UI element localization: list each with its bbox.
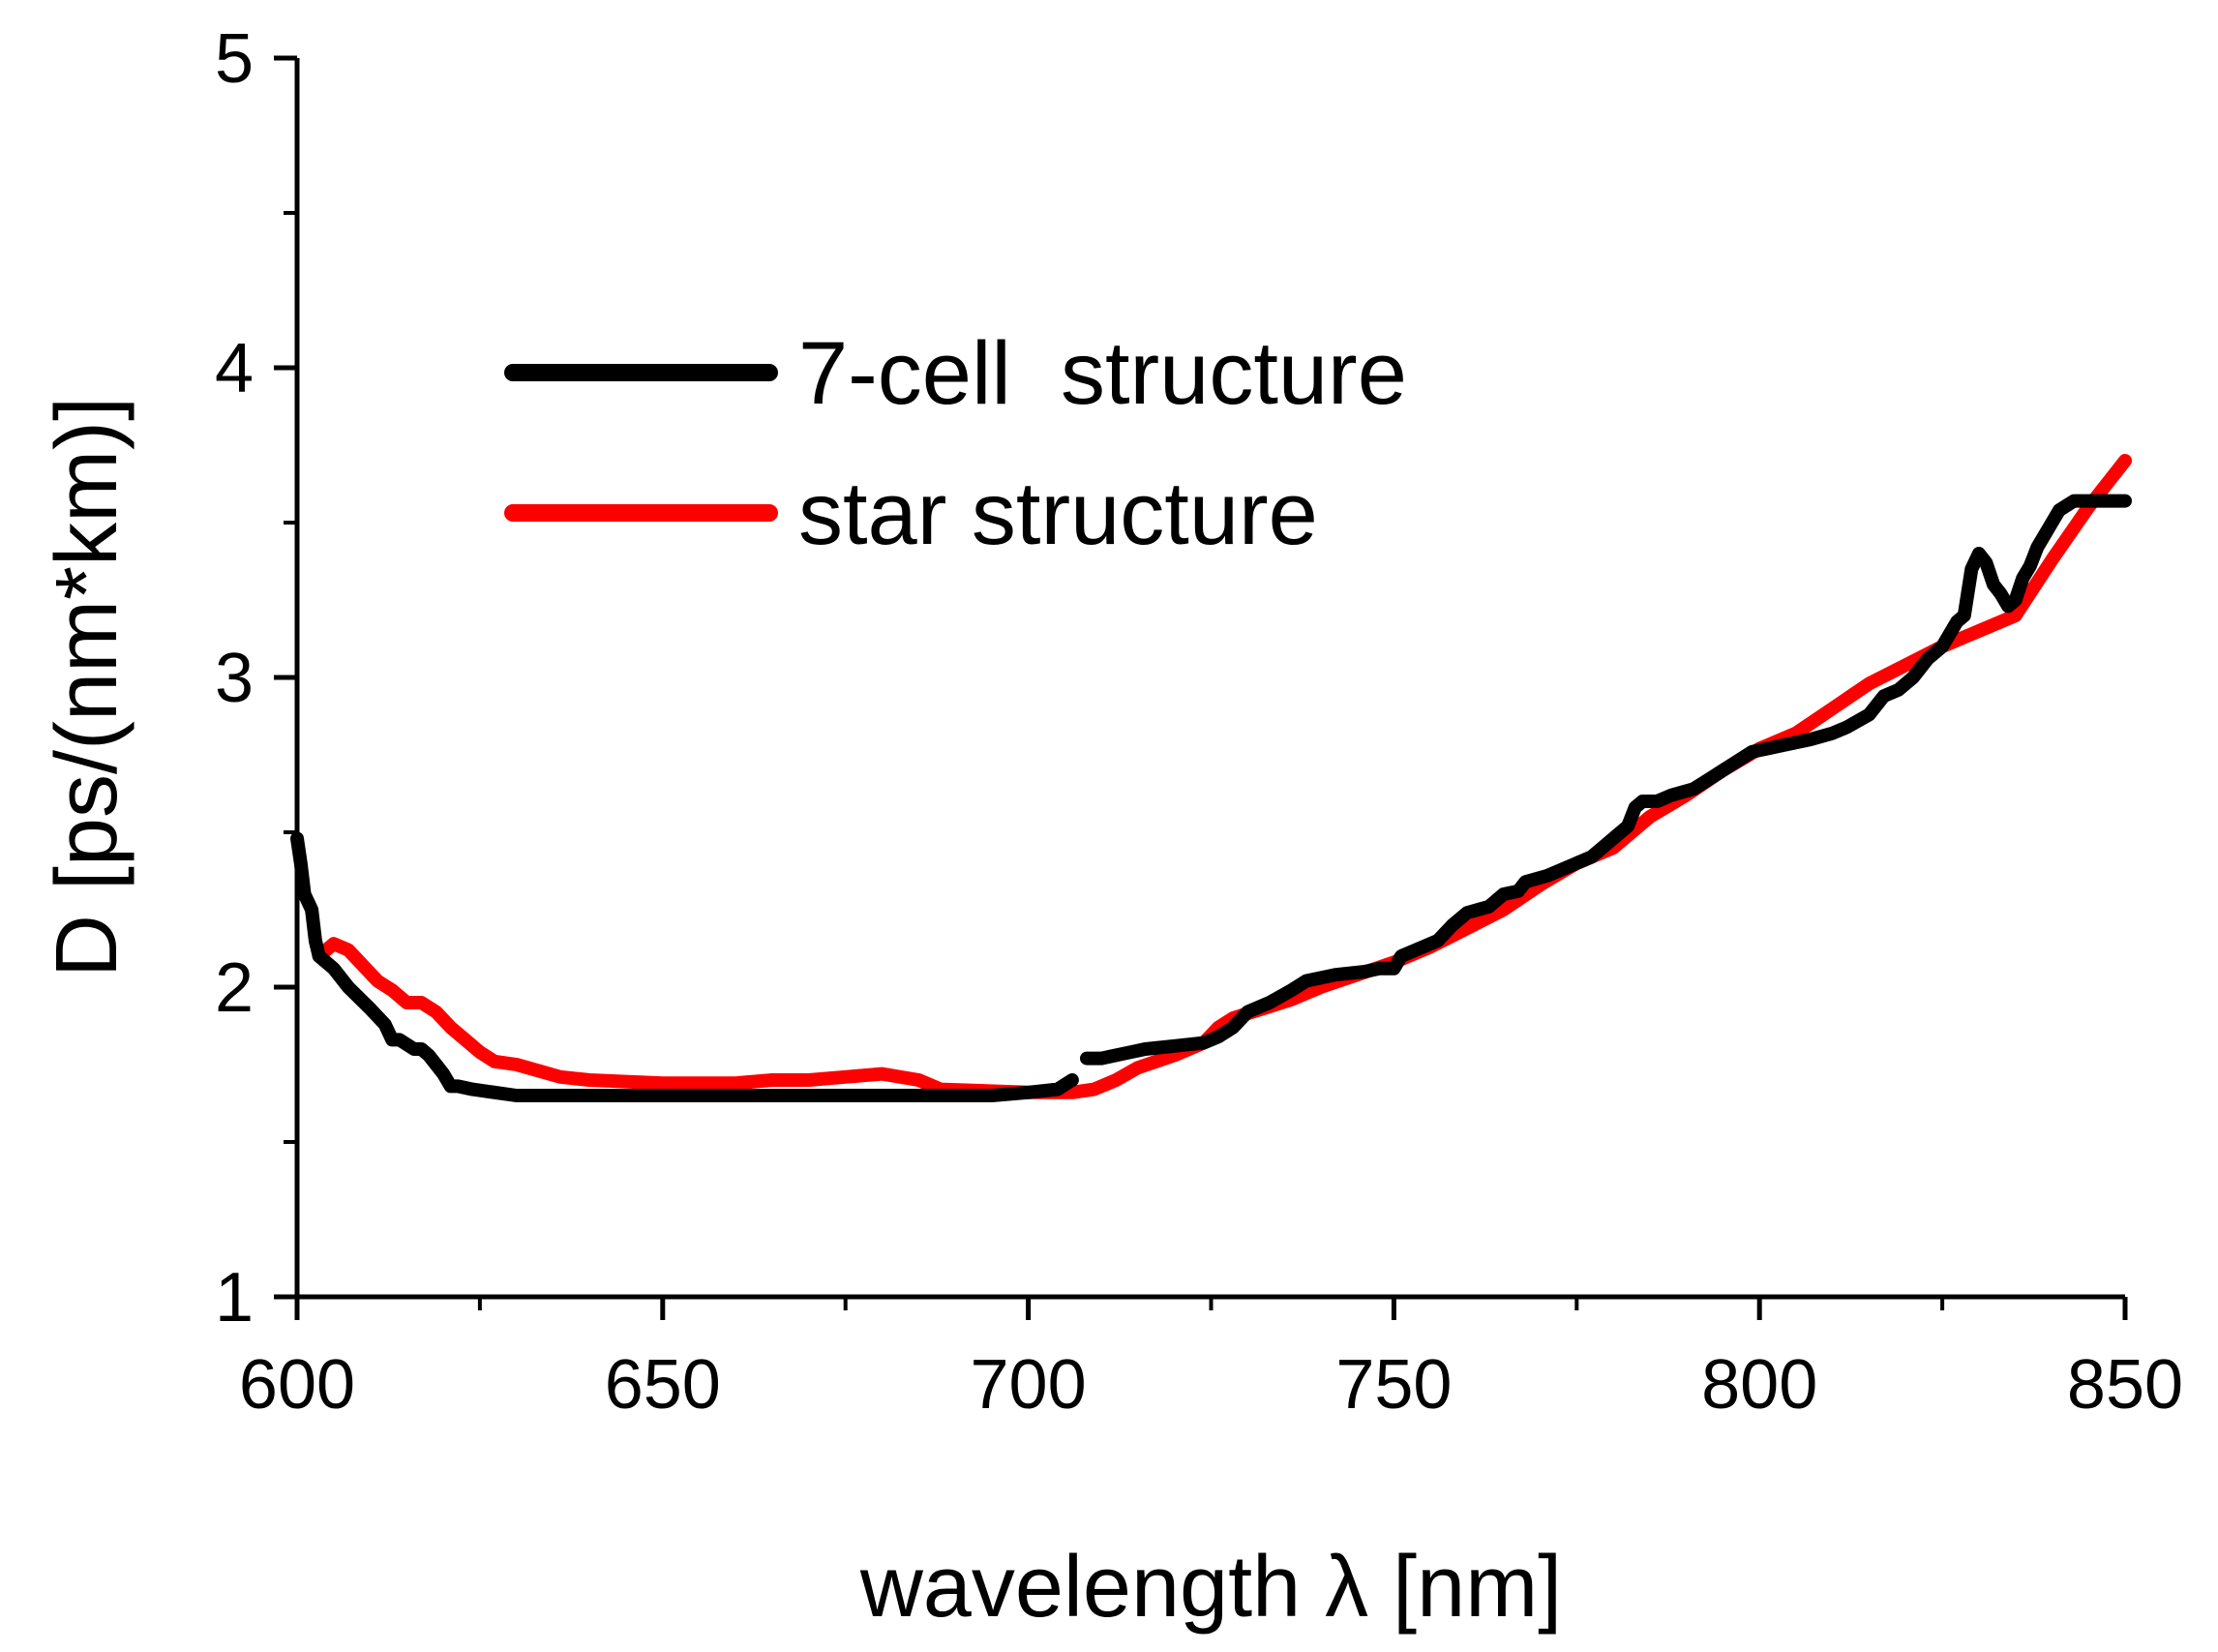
ticks-layer: 600 650 700 750 800 850 1 2 3 4 5 (215, 20, 2183, 1424)
x-tick-label-800: 800 (1701, 1346, 1817, 1424)
y-axis-title: D [ps/(nm*km)] (39, 397, 135, 977)
legend-label-star: star structure (798, 465, 1318, 563)
series-layer (290, 454, 2132, 1102)
series-line-7-cell (290, 494, 2132, 1102)
y-tick-label-5: 5 (215, 20, 254, 98)
axes-layer (294, 58, 2125, 1300)
y-tick-label-2: 2 (215, 949, 254, 1027)
y-tick-label-3: 3 (215, 640, 254, 717)
legend: 7-cell structure star structure (504, 324, 1407, 563)
x-tick-label-600: 600 (239, 1346, 355, 1424)
x-tick-label-850: 850 (2067, 1346, 2183, 1424)
x-tick-label-750: 750 (1335, 1346, 1452, 1424)
x-axis-title: wavelength λ [nm] (859, 1539, 1562, 1636)
y-tick-label-4: 4 (215, 330, 254, 407)
x-tick-label-650: 650 (605, 1346, 721, 1424)
y-tick-label-1: 1 (215, 1259, 254, 1337)
x-tick-label-700: 700 (971, 1346, 1087, 1424)
legend-label-7-cell: 7-cell structure (798, 324, 1407, 423)
